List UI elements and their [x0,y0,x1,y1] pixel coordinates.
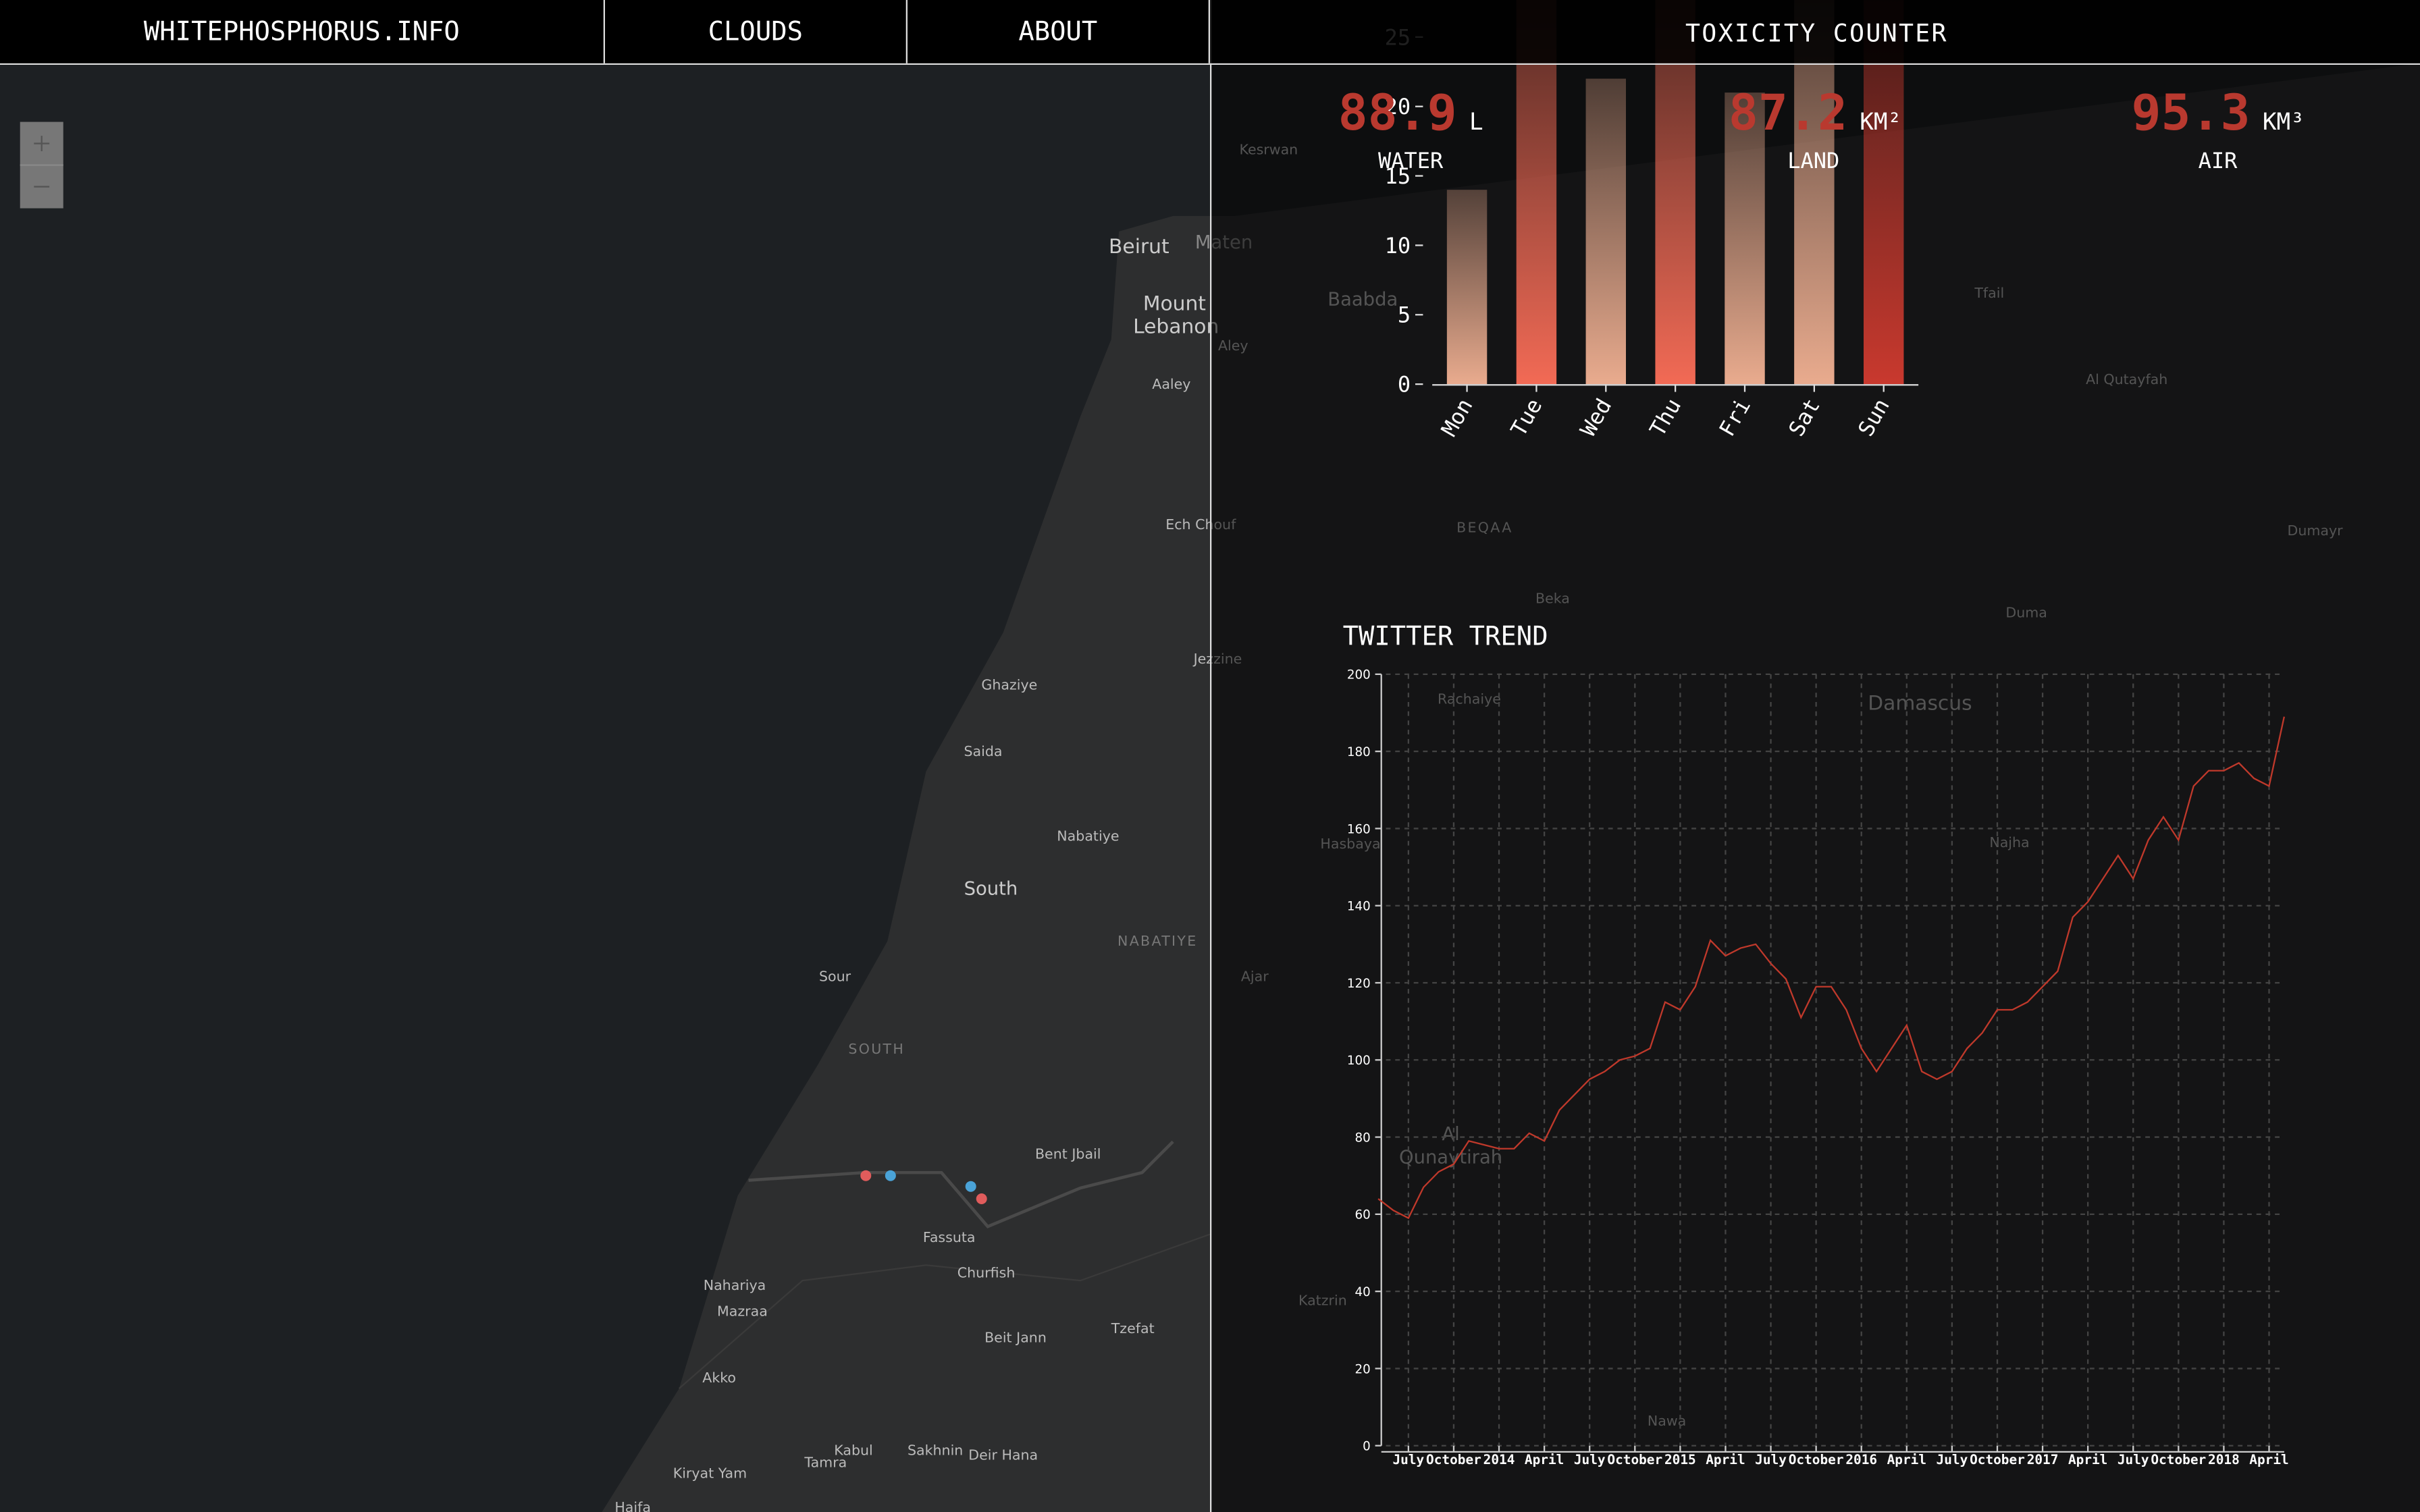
x-tick-label: July [1937,1452,1968,1467]
counters: 88.9 L WATER 87.2 KM² LAND 95.3 KM³ AIR [1338,84,2305,173]
y-tick-label: 140 [1347,900,1371,914]
line-chart: TWITTER TREND 0 20 40 60 80 100 120 140 160 180 20… [1343,621,2289,1467]
x-tick-label: 2018 [2208,1452,2240,1467]
zoom-control [20,122,63,209]
nav-home[interactable]: WHITEPHOSPHORUS.INFO [0,0,605,63]
x-tick-label: July [2118,1452,2149,1467]
y-tick-label: 20 [1354,1362,1370,1376]
counter-value: 88.9 [1338,84,1457,142]
y-tick-label: 5 [1398,302,1411,328]
road [678,1233,1211,1390]
counter-unit: KM² [1860,109,1901,136]
x-tick-label: 2014 [1483,1452,1515,1467]
nav-clouds[interactable]: CLOUDS [604,0,908,63]
panel-header: TOXICITY COUNTER [1209,0,2420,63]
bar [1725,92,1765,385]
nav-about[interactable]: ABOUT [907,0,1210,63]
map-label: Nabatiye [1057,828,1119,844]
x-tick-label: April [2068,1452,2107,1467]
x-tick-label: April [2249,1452,2288,1467]
x-tick-label: July [1392,1452,1424,1467]
map-label: Haifa [614,1499,651,1512]
x-tick-label: October [2151,1452,2206,1467]
y-tick-label: 60 [1354,1208,1370,1222]
map-label: Fassuta [923,1229,976,1245]
y-tick-label: 200 [1347,668,1371,682]
map-label: Sakhnin [908,1442,963,1458]
x-tick-label: October [1789,1452,1844,1467]
panel-title: TOXICITY COUNTER [1685,18,1948,48]
map-label: Beit Jann [984,1330,1047,1346]
counter-value: 87.2 [1729,84,1847,142]
counter-unit: L [1469,109,1483,136]
map-label: Mazraa [717,1303,768,1320]
y-tick-label: 10 [1385,233,1411,259]
map-label: Aaley [1152,376,1190,392]
bar [1446,190,1488,385]
counter-label: AIR [2199,148,2238,173]
map-point[interactable] [860,1170,872,1181]
map-label: SOUTH [848,1041,905,1057]
x-tick-label: April [1525,1452,1564,1467]
y-tick-label: 160 [1347,822,1371,836]
map-label: Churfish [957,1265,1016,1281]
map-label: Ghaziye [981,677,1037,693]
map-label: Kiryat Yam [673,1465,747,1482]
x-tick-label: October [1607,1452,1662,1467]
y-tick-label: 15 [1385,163,1411,189]
y-tick-label: 40 [1354,1285,1370,1299]
y-tick-label: 0 [1398,372,1411,398]
x-tick-label: July [1574,1452,1606,1467]
map-label: Deir Hana [968,1447,1038,1463]
x-tick-label: October [1426,1452,1481,1467]
map-label: Tzefat [1111,1320,1155,1336]
x-tick-label: April [1887,1452,1926,1467]
map-label: Nahariya [704,1277,766,1293]
counter-label: WATER [1378,148,1444,173]
y-tick-label: 0 [1363,1440,1371,1454]
map-point[interactable] [965,1181,976,1192]
x-tick-label: 2016 [1845,1452,1877,1467]
y-tick-label: 20 [1385,94,1411,119]
map-label: Bent Jbail [1035,1146,1101,1162]
x-tick-label: 2017 [2027,1452,2059,1467]
x-tick-label: 2015 [1664,1452,1696,1467]
map-label: NABATIYE [1117,933,1198,949]
y-tick-label: 80 [1354,1131,1370,1145]
map-label: Akko [702,1370,736,1386]
chart-title: TWITTER TREND [1343,621,1548,651]
counter-unit: KM³ [2263,109,2305,136]
x-tick-label: July [1755,1452,1787,1467]
map-point[interactable] [976,1193,987,1204]
zoom-in[interactable] [34,136,50,151]
counter-value: 95.3 [2131,84,2250,142]
map-label: South [964,879,1018,900]
header: WHITEPHOSPHORUS.INFO CLOUDS ABOUT TOXICI… [0,0,2420,65]
map-point[interactable] [885,1170,896,1181]
y-tick-label: 120 [1347,977,1371,991]
y-tick-label: 180 [1347,745,1371,759]
map-label: Tamra [804,1455,847,1471]
x-tick-label: October [1970,1452,2025,1467]
trend-line [1377,716,2285,1220]
bar [1585,78,1626,385]
map-label: Lebanon [1133,315,1219,339]
map-label: Saida [964,743,1002,759]
map-label: Beirut [1109,235,1169,259]
y-tick-label: 100 [1347,1054,1371,1068]
map-label: Kabul [834,1442,873,1458]
counter-label: LAND [1787,148,1839,173]
map-label: Sour [819,969,851,985]
map-label: Mount [1143,292,1206,315]
x-tick-label: April [1706,1452,1745,1467]
